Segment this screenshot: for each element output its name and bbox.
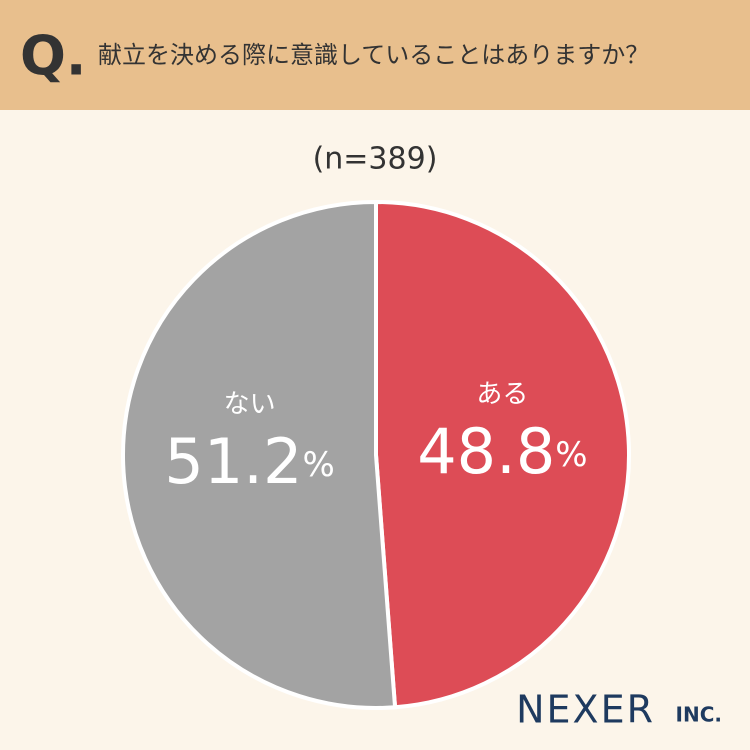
chart-title: 献立を決める際に意識していることはありますか？ xyxy=(98,41,649,69)
logo-suffix: INC. xyxy=(676,703,722,727)
header-band xyxy=(0,0,750,110)
question-mark: Q. xyxy=(20,25,86,88)
pie xyxy=(121,199,631,710)
slice-value-label: 51.2% xyxy=(164,425,334,498)
slice-category: ない xyxy=(224,389,276,419)
slice-value-label: 48.8% xyxy=(417,415,587,488)
subtitle: (n=389) xyxy=(313,142,438,177)
pie-slice xyxy=(374,199,631,710)
pie-slice xyxy=(121,199,398,710)
slice-category: ある xyxy=(476,380,528,410)
logo-name: NEXER xyxy=(516,688,655,732)
